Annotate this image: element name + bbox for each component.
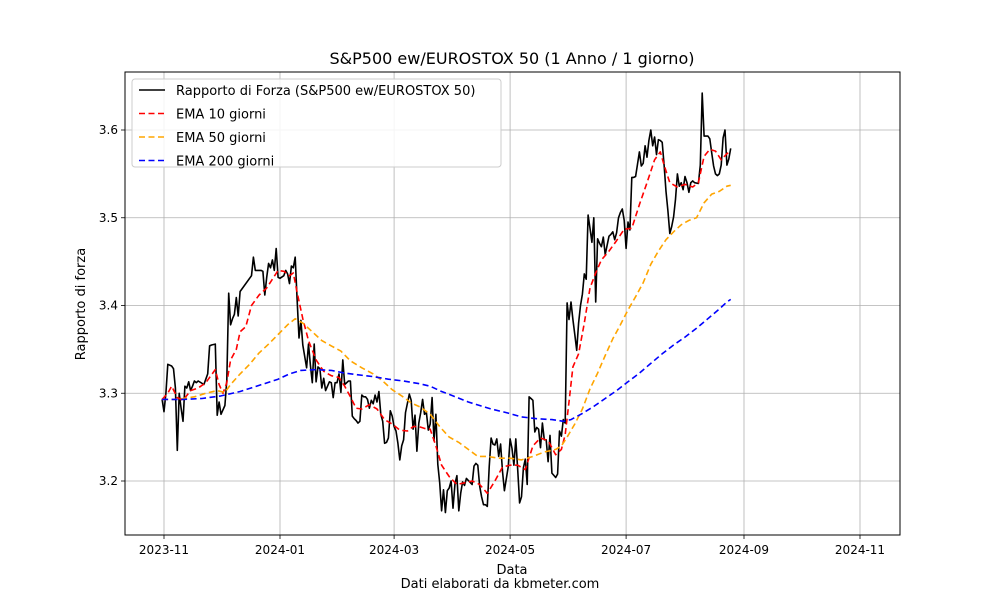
x-tick-label: 2024-05 xyxy=(485,543,535,557)
legend-box xyxy=(131,78,502,168)
chart-title: S&P500 ew/EUROSTOX 50 (1 Anno / 1 giorno… xyxy=(330,49,695,68)
y-tick-label: 3.5 xyxy=(99,211,118,225)
x-tick-label: 2024-01 xyxy=(255,543,305,557)
series-line-2 xyxy=(162,184,731,461)
y-axis-label: Rapporto di forza xyxy=(74,248,89,360)
y-tick-label: 3.2 xyxy=(99,474,118,488)
x-axis-ticks: 2023-11 2024-01 2024-03 2024-05 2024-07 2024-… xyxy=(139,535,885,557)
footer-note: Dati elaborati da kbmeter.com xyxy=(401,577,600,592)
series-line-3 xyxy=(162,298,732,423)
x-tick-label: 2024-09 xyxy=(719,543,769,557)
y-axis-ticks: 3.2 3.3 3.4 3.5 3.6 xyxy=(99,123,125,488)
legend-label: EMA 50 giorni xyxy=(176,131,266,146)
legend-label: EMA 200 giorni xyxy=(176,155,274,170)
x-axis-label: Data xyxy=(496,563,527,578)
plot-frame xyxy=(124,71,901,536)
x-tick-label: 2024-03 xyxy=(369,543,419,557)
y-tick-label: 3.6 xyxy=(99,123,118,137)
series-line-1 xyxy=(161,148,732,495)
legend-label: Rapporto di Forza (S&P500 ew/EUROSTOX 50… xyxy=(176,84,475,99)
x-tick-label: 2024-11 xyxy=(835,543,885,557)
x-tick-label: 2024-07 xyxy=(601,543,651,557)
x-tick-label: 2023-11 xyxy=(139,543,189,557)
series-layer xyxy=(161,92,732,514)
y-tick-label: 3.3 xyxy=(99,386,118,400)
legend-label: EMA 10 giorni xyxy=(176,108,266,123)
y-tick-label: 3.4 xyxy=(99,299,118,313)
series-line-0 xyxy=(161,92,732,514)
legend: Rapporto di Forza (S&P500 ew/EUROSTOX 50… xyxy=(131,78,502,170)
